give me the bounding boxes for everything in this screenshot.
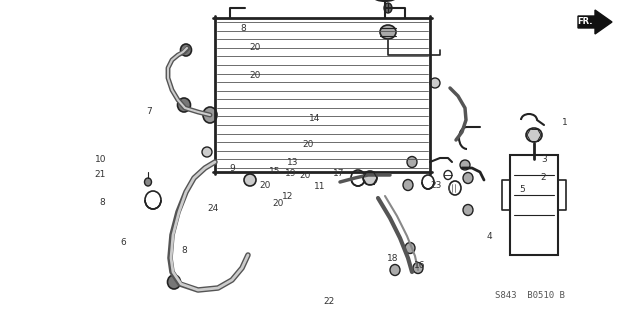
- Text: 20: 20: [303, 140, 314, 149]
- Ellipse shape: [463, 204, 473, 216]
- Text: 5: 5: [520, 185, 525, 194]
- Text: 15: 15: [269, 167, 280, 176]
- Text: 2: 2: [541, 173, 547, 182]
- Text: 18: 18: [387, 254, 399, 263]
- Ellipse shape: [244, 174, 256, 186]
- Text: FR.: FR.: [577, 18, 593, 26]
- Text: 20: 20: [250, 43, 261, 52]
- Text: 4: 4: [486, 232, 492, 241]
- Text: 21: 21: [95, 170, 106, 179]
- Polygon shape: [578, 10, 612, 34]
- Text: 10: 10: [95, 155, 106, 164]
- Ellipse shape: [460, 160, 470, 170]
- Text: 20: 20: [250, 71, 261, 80]
- Bar: [510, 155, 558, 255]
- Text: 9: 9: [229, 164, 235, 173]
- Text: 11: 11: [314, 182, 325, 191]
- Text: 22: 22: [323, 297, 335, 306]
- Text: 8: 8: [99, 198, 105, 207]
- Text: 12: 12: [282, 192, 293, 201]
- Text: 17: 17: [333, 169, 344, 178]
- Ellipse shape: [203, 107, 217, 123]
- Text: 16: 16: [414, 261, 426, 270]
- Text: 3: 3: [541, 155, 547, 164]
- Ellipse shape: [413, 263, 423, 273]
- Text: 19: 19: [285, 169, 296, 178]
- Text: 20: 20: [272, 199, 284, 208]
- Ellipse shape: [430, 78, 440, 88]
- Text: 20: 20: [300, 171, 311, 180]
- Text: 24: 24: [207, 204, 219, 213]
- Text: 8: 8: [181, 246, 187, 255]
- Text: S843  B0510 B: S843 B0510 B: [495, 291, 565, 300]
- Text: 8: 8: [241, 24, 246, 33]
- Ellipse shape: [180, 44, 191, 56]
- Ellipse shape: [168, 275, 180, 289]
- Ellipse shape: [463, 173, 473, 183]
- Ellipse shape: [145, 178, 152, 186]
- Text: 23: 23: [430, 181, 442, 189]
- Ellipse shape: [407, 157, 417, 167]
- Text: 14: 14: [308, 114, 320, 123]
- Ellipse shape: [403, 180, 413, 190]
- Ellipse shape: [384, 3, 392, 13]
- Ellipse shape: [526, 128, 542, 142]
- Ellipse shape: [380, 25, 396, 39]
- Text: 20: 20: [259, 181, 271, 189]
- Text: 1: 1: [562, 118, 568, 127]
- Ellipse shape: [177, 98, 191, 112]
- Text: 13: 13: [287, 158, 298, 167]
- Ellipse shape: [202, 147, 212, 157]
- Text: 7: 7: [146, 107, 152, 116]
- Ellipse shape: [390, 264, 400, 276]
- Text: 6: 6: [120, 238, 126, 247]
- Ellipse shape: [405, 242, 415, 254]
- Ellipse shape: [363, 171, 377, 185]
